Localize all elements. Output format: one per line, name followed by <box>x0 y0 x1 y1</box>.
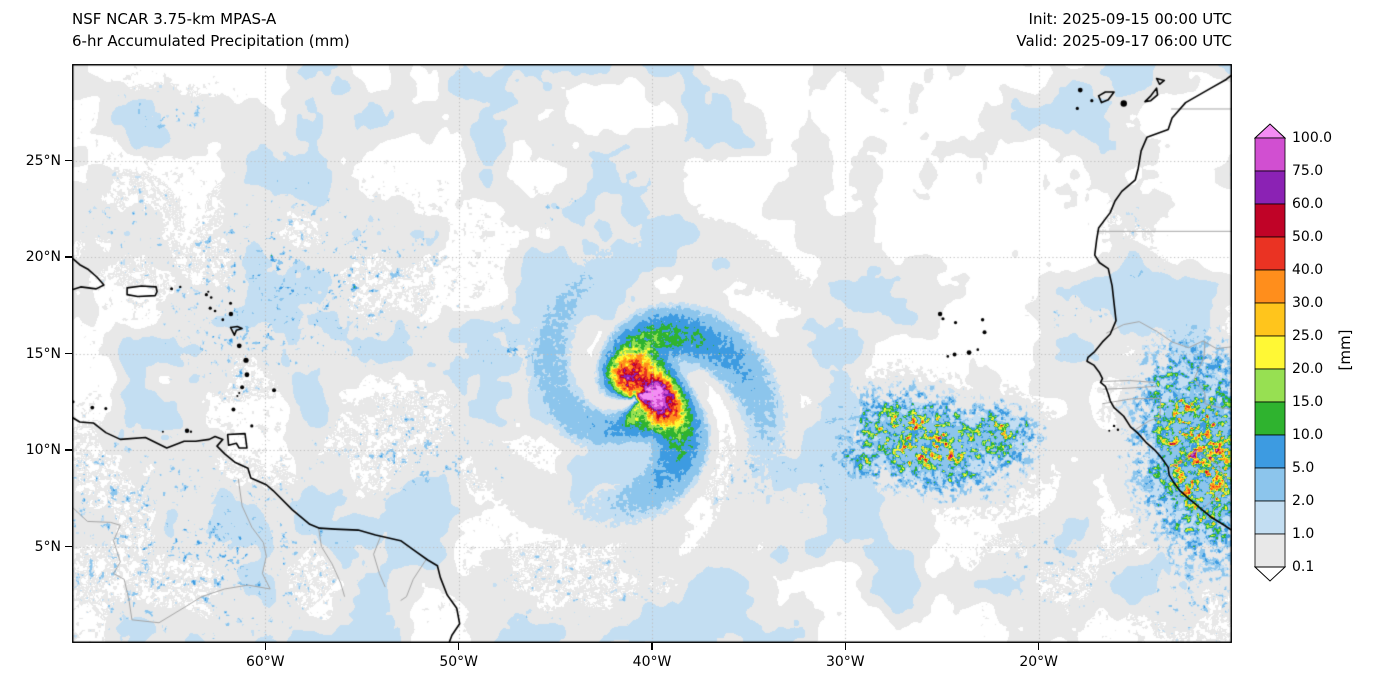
colorbar-segment <box>1254 302 1286 337</box>
colorbar-tick-label: 1.0 <box>1292 526 1315 542</box>
lon-tick-mark <box>457 643 460 650</box>
colorbar-segment <box>1254 434 1286 469</box>
colorbar-tick-label: 2.0 <box>1292 493 1315 509</box>
lon-tick-mark <box>651 643 653 650</box>
colorbar-tick-label: 60.0 <box>1292 196 1324 212</box>
colorbar-tick-label: 100.0 <box>1292 130 1333 146</box>
colorbar-tick-label: 75.0 <box>1292 163 1324 179</box>
colorbar-segment <box>1254 335 1286 370</box>
title-block: NSF NCAR 3.75-km MPAS-A 6-hr Accumulated… <box>72 8 350 52</box>
lat-tick-mark <box>65 256 72 258</box>
colorbar-segment <box>1254 269 1286 304</box>
lat-tick-mark <box>65 449 72 451</box>
precip-map-canvas <box>72 64 1232 643</box>
colorbar-tick-label: 0.1 <box>1292 559 1315 575</box>
colorbar <box>1254 123 1286 582</box>
colorbar-segment <box>1254 401 1286 436</box>
colorbar-under-arrow <box>1254 566 1286 582</box>
lat-tick-label: 20°N <box>25 249 61 265</box>
colorbar-segment <box>1254 203 1286 238</box>
init-time: Init: 2025-09-15 00:00 UTC <box>1028 10 1232 28</box>
lon-tick-mark <box>264 643 267 650</box>
colorbar-tick-label: 20.0 <box>1292 361 1324 377</box>
colorbar-segment <box>1254 467 1286 502</box>
colorbar-tick-label: 30.0 <box>1292 295 1324 311</box>
lon-tick-mark <box>1037 643 1040 650</box>
colorbar-segment <box>1254 533 1286 568</box>
lon-tick-mark <box>844 643 847 650</box>
colorbar-unit-label: [mm] <box>1336 329 1354 371</box>
lat-tick-label: 25°N <box>25 152 61 169</box>
model-title: NSF NCAR 3.75-km MPAS-A <box>72 10 277 28</box>
colorbar-tick-label: 40.0 <box>1292 262 1324 278</box>
lon-tick-label: 60°W <box>245 654 285 670</box>
lon-tick-label: 40°W <box>632 654 672 670</box>
colorbar-tick-label: 10.0 <box>1292 427 1324 443</box>
lat-tick-mark <box>65 159 72 162</box>
colorbar-segment <box>1254 500 1286 535</box>
lon-tick-label: 30°W <box>825 654 865 670</box>
colorbar-tick-label: 5.0 <box>1292 460 1315 476</box>
time-block: Init: 2025-09-15 00:00 UTC Valid: 2025-0… <box>1016 8 1232 52</box>
lon-tick-label: 20°W <box>1019 654 1058 670</box>
lat-tick-mark <box>65 545 72 548</box>
lat-tick-label: 10°N <box>25 442 61 458</box>
colorbar-segment <box>1254 137 1286 172</box>
lat-tick-label: 5°N <box>34 538 61 555</box>
lat-tick-label: 15°N <box>25 345 61 362</box>
product-title: 6-hr Accumulated Precipitation (mm) <box>72 32 350 50</box>
valid-time: Valid: 2025-09-17 06:00 UTC <box>1016 32 1232 50</box>
colorbar-over-arrow <box>1254 123 1286 139</box>
lat-tick-mark <box>65 352 72 355</box>
colorbar-segment <box>1254 368 1286 403</box>
colorbar-segment <box>1254 170 1286 205</box>
colorbar-tick-label: 50.0 <box>1292 229 1324 245</box>
colorbar-segment <box>1254 236 1286 271</box>
colorbar-tick-label: 25.0 <box>1292 328 1324 344</box>
lon-tick-label: 50°W <box>439 654 478 670</box>
colorbar-tick-label: 15.0 <box>1292 394 1324 410</box>
